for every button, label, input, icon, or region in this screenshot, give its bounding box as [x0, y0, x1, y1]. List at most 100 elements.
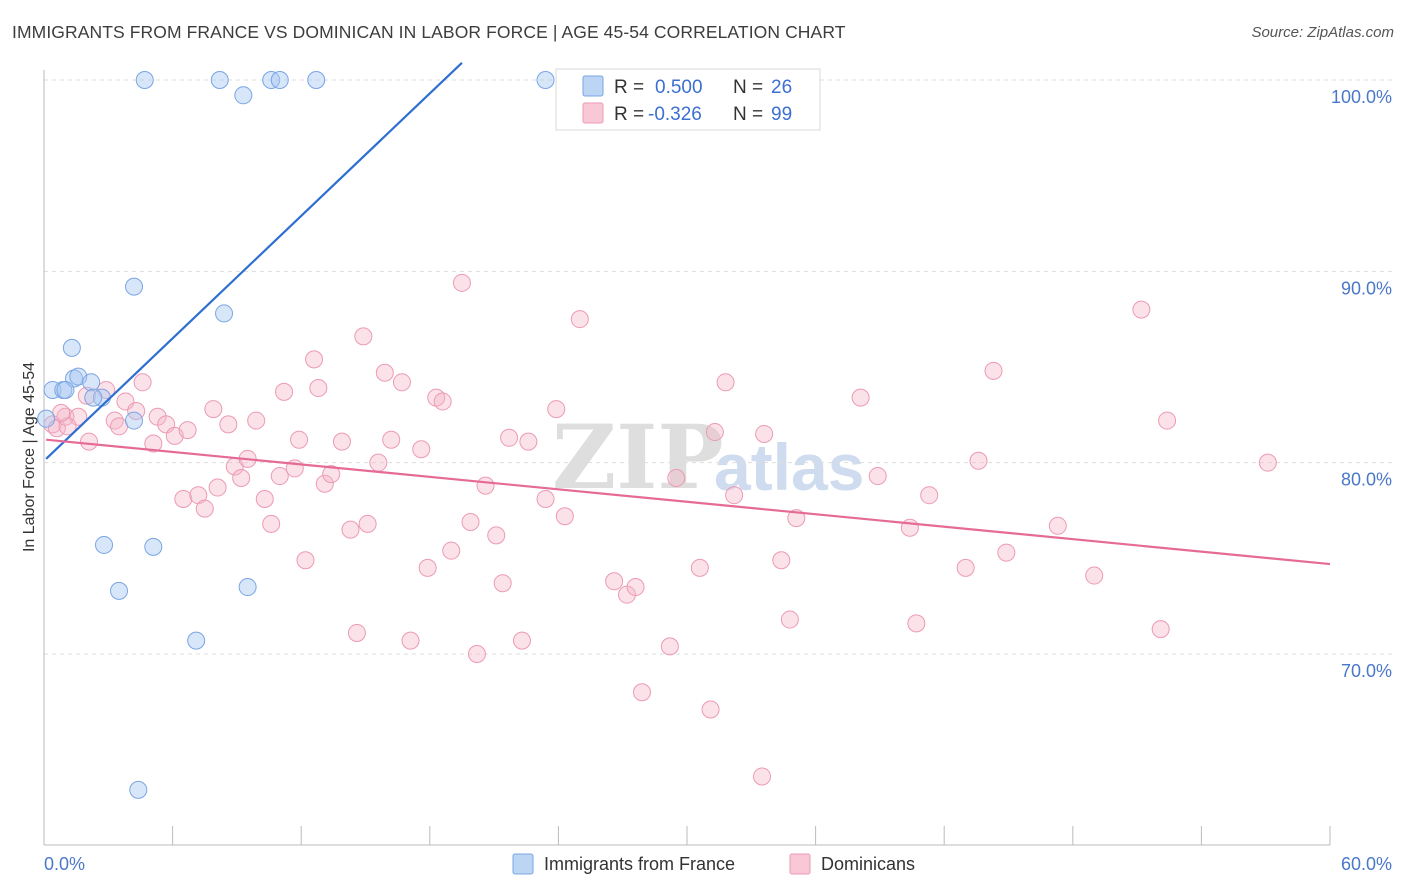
dominican-point: [851, 388, 870, 407]
dominican-point: [500, 428, 519, 447]
source-attribution: Source: ZipAtlas.com: [1251, 24, 1394, 41]
dominican-point: [358, 514, 377, 533]
dominican-point: [701, 700, 720, 719]
dominican-point: [512, 631, 531, 650]
dominican-point: [392, 373, 411, 392]
dominican-point: [956, 558, 975, 577]
dominican-point: [270, 467, 289, 486]
y-tick-labels: 70.0% 80.0% 90.0% 100.0%: [1331, 87, 1392, 681]
dominican-point: [725, 486, 744, 505]
dominican-point: [382, 430, 401, 449]
france-point: [210, 71, 229, 89]
legend-swatch-france: [582, 75, 604, 97]
dominican-point: [208, 478, 227, 497]
france-point: [62, 338, 81, 357]
dominican-point: [433, 392, 452, 411]
france-point: [43, 380, 62, 399]
y-tick-label-100: 100.0%: [1331, 87, 1392, 107]
legend-n-label-dominican: N =: [733, 104, 763, 125]
dominican-point: [461, 512, 480, 531]
france-point: [84, 388, 103, 407]
x-tick-label-min: 0.0%: [44, 854, 85, 874]
dominican-point: [772, 551, 791, 570]
dominican-point: [632, 683, 651, 702]
bottom-legend-label-dominican: Dominicans: [821, 854, 915, 874]
dominican-point: [920, 486, 939, 505]
france-point: [82, 373, 101, 392]
dominican-point: [195, 499, 214, 518]
dominican-point: [52, 403, 71, 422]
dominican-point: [219, 415, 238, 434]
dominican-point: [296, 551, 315, 570]
dominican-point: [1151, 620, 1170, 639]
dominican-point: [309, 379, 328, 398]
legend-n-value-france: 26: [771, 77, 792, 98]
dominican-point: [690, 558, 709, 577]
france-point: [125, 277, 144, 296]
dominican-point: [290, 430, 309, 449]
france-point: [125, 411, 144, 430]
dominican-point: [1048, 516, 1067, 535]
legend-swatch-dominican: [582, 102, 604, 124]
france-trend-line: [45, 61, 463, 460]
dominican-point: [487, 526, 506, 545]
dominican-point: [452, 273, 471, 292]
dominican-point: [547, 400, 566, 419]
dominican-point: [354, 327, 373, 346]
grid-lines: [44, 79, 1394, 655]
france-point: [307, 71, 326, 89]
dominican-point: [305, 350, 324, 369]
france-point: [187, 631, 206, 650]
dominican-point: [997, 543, 1016, 562]
dominican-point: [1085, 566, 1104, 585]
dominican-point: [476, 476, 495, 495]
dominican-point: [536, 490, 555, 509]
france-point: [56, 380, 75, 399]
dominican-point: [753, 767, 772, 786]
dominican-point: [555, 507, 574, 526]
dominican-point: [341, 520, 360, 539]
legend-r-label-dominican: R =: [614, 104, 644, 125]
bottom-legend-label-france: Immigrants from France: [544, 854, 735, 874]
y-tick-label-90: 90.0%: [1341, 278, 1392, 298]
france-point: [238, 578, 257, 597]
legend-r-label-france: R =: [614, 77, 644, 98]
dominican-point: [907, 614, 926, 633]
x-ticks: [172, 826, 1331, 845]
legend-r-value-france: 0.500: [655, 77, 703, 98]
dominican-point: [110, 417, 129, 436]
dominican-point: [442, 541, 461, 560]
france-point: [37, 409, 56, 428]
dominicans-points: [43, 273, 1277, 786]
dominican-point: [570, 310, 589, 329]
dominican-point: [275, 382, 294, 401]
chart-title: IMMIGRANTS FROM FRANCE VS DOMINICAN IN L…: [12, 22, 846, 42]
dominican-point: [969, 451, 988, 470]
dominican-point: [705, 423, 724, 442]
france-point: [144, 537, 163, 556]
dominican-point: [780, 610, 799, 629]
dominican-point: [716, 373, 735, 392]
dominican-point: [322, 465, 341, 484]
watermark-atlas: atlas: [714, 430, 864, 504]
france-point: [536, 71, 555, 89]
france-point: [110, 581, 129, 600]
x-tick-label-max: 60.0%: [1341, 854, 1392, 874]
dominican-point: [660, 637, 679, 656]
france-point: [234, 86, 253, 105]
france-point: [270, 71, 289, 89]
dominican-point: [787, 509, 806, 528]
dominican-point: [626, 578, 645, 597]
france-point: [95, 535, 114, 554]
dominican-point: [868, 467, 887, 486]
legend-box: R = 0.500 N = 26 R = -0.326 N = 99: [555, 68, 821, 131]
legend-r-value-dominican: -0.326: [648, 104, 702, 125]
legend-n-label-france: N =: [733, 77, 763, 98]
y-tick-label-80: 80.0%: [1341, 470, 1392, 490]
dominican-point: [315, 474, 334, 493]
dominican-point: [255, 490, 274, 509]
dominican-point: [247, 411, 266, 430]
dominican-point: [347, 623, 366, 642]
dominican-point: [375, 363, 394, 382]
